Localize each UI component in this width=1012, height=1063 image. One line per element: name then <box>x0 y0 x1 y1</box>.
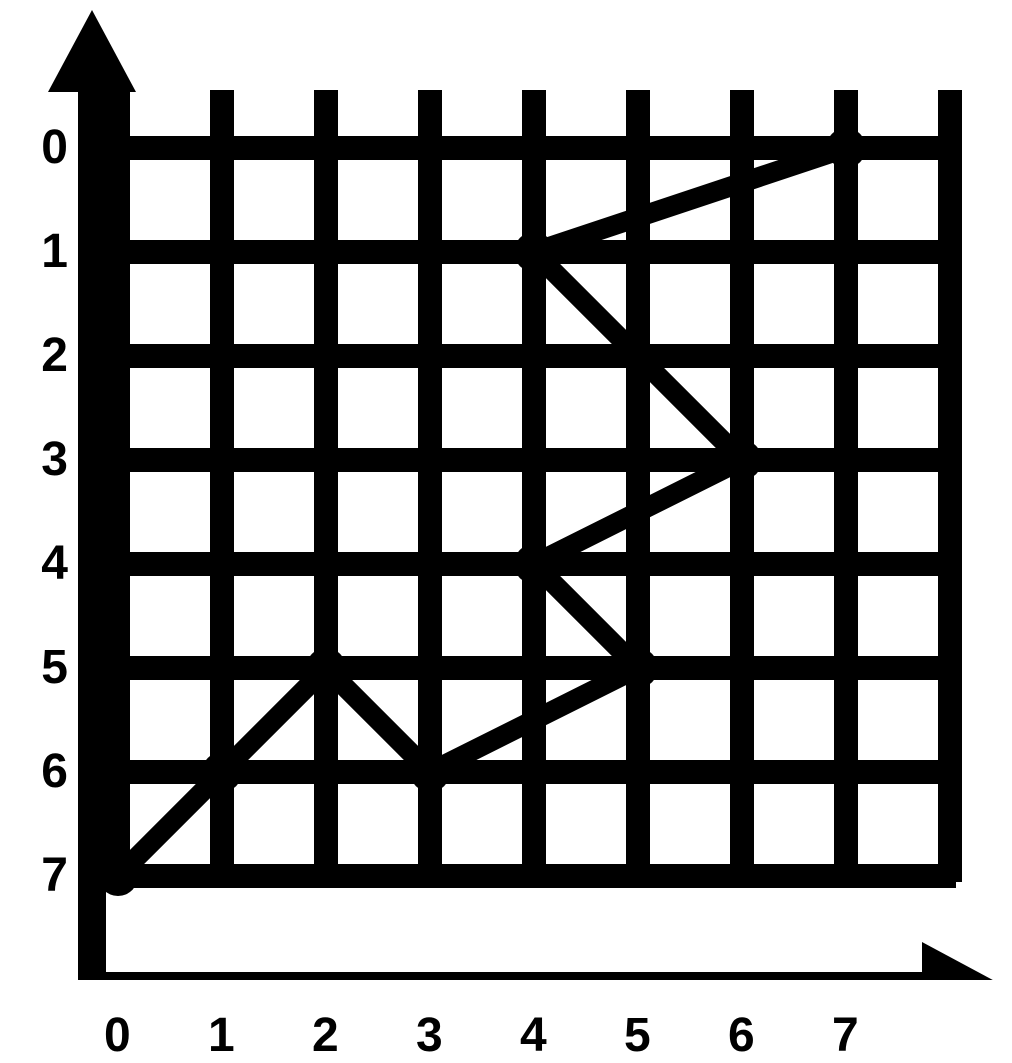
x-axis-label: 5 <box>624 1008 651 1063</box>
grid-chart: 0123456701234567 <box>0 0 1012 980</box>
x-axis-label: 4 <box>520 1008 547 1063</box>
x-axis-label: 0 <box>104 1008 131 1063</box>
x-axis-label: 2 <box>312 1008 339 1063</box>
y-axis-label: 2 <box>41 328 68 383</box>
y-axis-label: 1 <box>41 224 68 279</box>
y-axis-label: 6 <box>41 744 68 799</box>
x-axis-label: 1 <box>208 1008 235 1063</box>
x-axis-label: 7 <box>832 1008 859 1063</box>
y-axis-label: 3 <box>41 432 68 487</box>
y-axis-label: 7 <box>41 848 68 903</box>
chart-svg <box>0 0 1012 980</box>
y-axis-label: 0 <box>41 120 68 175</box>
x-axis-label: 6 <box>728 1008 755 1063</box>
y-axis-label: 5 <box>41 640 68 695</box>
x-axis-label: 3 <box>416 1008 443 1063</box>
y-axis-label: 4 <box>41 536 68 591</box>
